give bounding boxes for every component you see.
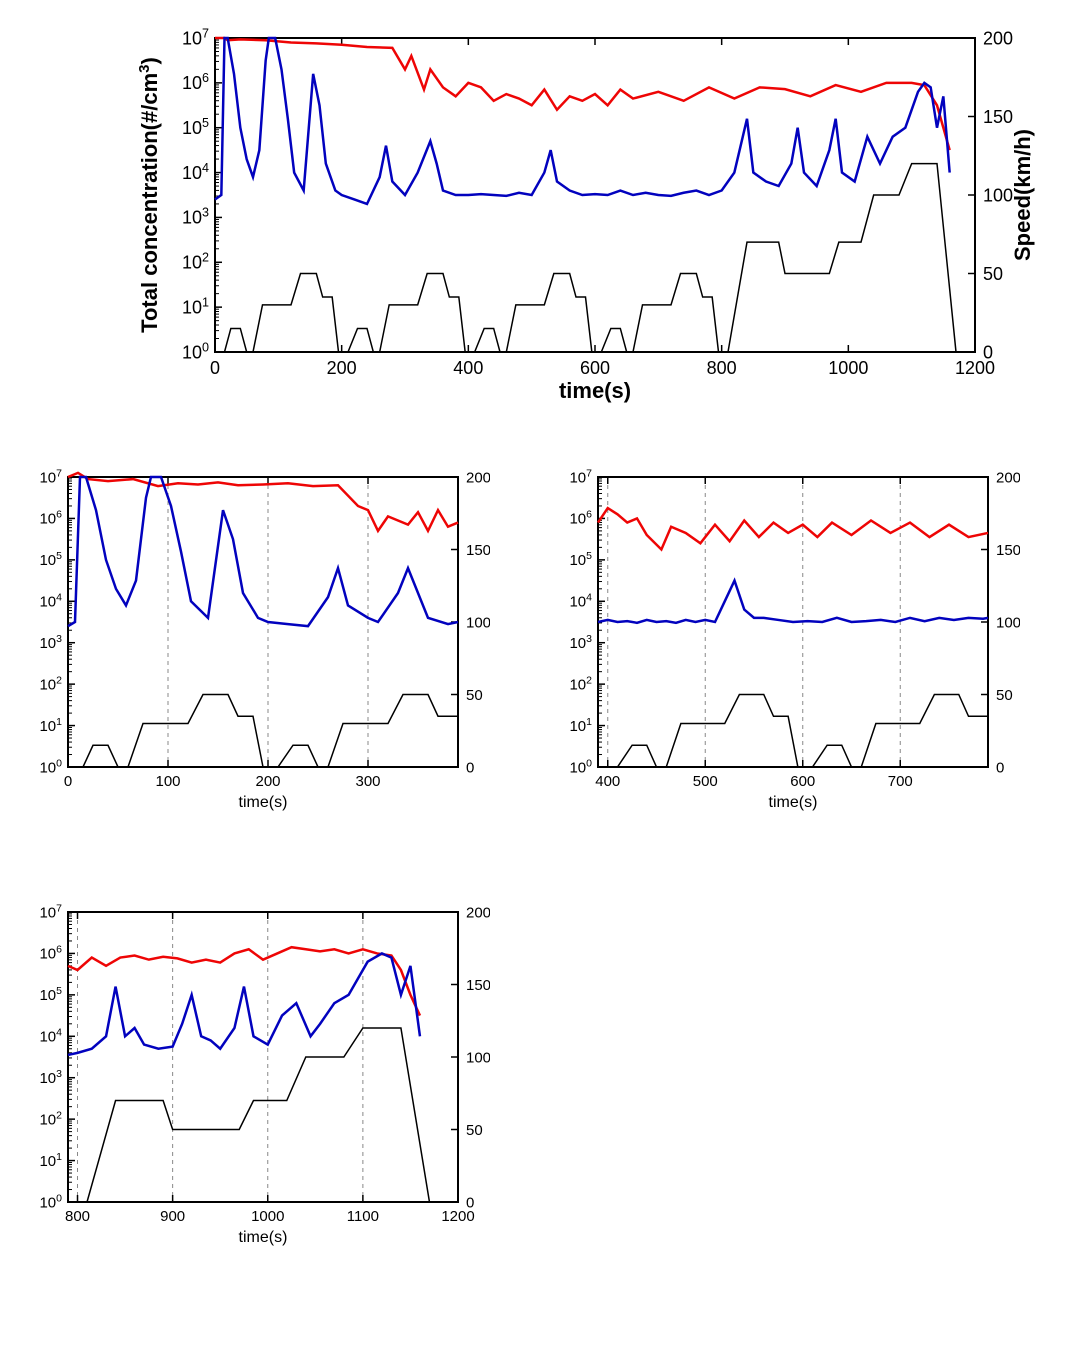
- y-right-tick-label: 0: [996, 759, 1004, 776]
- y-left-tick-label: 106: [182, 71, 209, 93]
- x-tick-label: 1100: [347, 1208, 379, 1225]
- x-tick-label: 800: [707, 358, 737, 378]
- y-left-tick-label: 101: [39, 716, 62, 735]
- y-left-tick-label: 100: [182, 340, 209, 362]
- concentration-blue-series: [215, 38, 950, 204]
- y-right-tick-label: 50: [983, 264, 1003, 284]
- x-tick-label: 100: [155, 773, 180, 790]
- y-left-tick-label: 102: [182, 251, 209, 273]
- y-left-tick-label: 107: [569, 467, 592, 486]
- y-left-tick-label: 104: [569, 592, 592, 611]
- x-tick-label: 300: [355, 773, 380, 790]
- concentration-blue-series: [68, 953, 420, 1055]
- y-right-tick-label: 200: [466, 904, 490, 921]
- x-tick-label: 0: [210, 358, 220, 378]
- x-tick-label: 700: [888, 773, 913, 790]
- x-tick-label: 900: [160, 1208, 185, 1225]
- y-left-tick-label: 100: [39, 757, 62, 776]
- y-right-axis-label: Speed(km/h): [1010, 129, 1035, 261]
- y-left-tick-label: 106: [39, 944, 62, 963]
- sub-chart-1: 0100200300100101102103104105106107050100…: [10, 465, 490, 815]
- y-left-tick-label: 106: [39, 509, 62, 528]
- x-tick-label: 600: [790, 773, 815, 790]
- y-left-tick-label: 106: [569, 509, 592, 528]
- x-tick-label: 1000: [828, 358, 868, 378]
- x-axis-label: time(s): [239, 1229, 288, 1246]
- y-right-tick-label: 200: [996, 469, 1020, 486]
- speed-series: [68, 695, 458, 768]
- x-axis-label: time(s): [239, 794, 288, 811]
- y-left-tick-label: 102: [569, 674, 592, 693]
- y-right-tick-label: 50: [466, 687, 483, 704]
- y-right-tick-label: 0: [983, 342, 993, 362]
- concentration-red-series: [598, 508, 988, 549]
- y-left-tick-label: 102: [39, 674, 62, 693]
- y-left-tick-label: 107: [182, 26, 209, 48]
- y-right-tick-label: 150: [466, 977, 490, 994]
- y-right-tick-label: 100: [466, 614, 490, 631]
- concentration-red-series: [215, 38, 950, 150]
- concentration-blue-series: [598, 581, 988, 623]
- x-tick-label: 800: [65, 1208, 90, 1225]
- y-right-tick-label: 0: [466, 1194, 474, 1211]
- y-right-tick-label: 150: [466, 542, 490, 559]
- y-left-tick-label: 107: [39, 467, 62, 486]
- x-axis-label: time(s): [559, 378, 631, 403]
- y-left-tick-label: 102: [39, 1109, 62, 1128]
- y-right-tick-label: 150: [983, 107, 1013, 127]
- y-left-tick-label: 101: [182, 295, 209, 317]
- x-tick-label: 200: [327, 358, 357, 378]
- y-left-tick-label: 105: [569, 550, 592, 569]
- y-left-tick-label: 103: [39, 1068, 62, 1087]
- y-left-tick-label: 103: [182, 206, 209, 228]
- x-tick-label: 400: [595, 773, 620, 790]
- sub-chart-3: 8009001000110012001001011021031041051061…: [10, 900, 490, 1250]
- speed-series: [598, 695, 988, 768]
- speed-series: [68, 1028, 439, 1202]
- x-tick-label: 600: [580, 358, 610, 378]
- y-left-tick-label: 104: [182, 161, 209, 183]
- y-right-tick-label: 200: [466, 469, 490, 486]
- y-right-tick-label: 0: [466, 759, 474, 776]
- concentration-red-series: [68, 473, 458, 531]
- x-tick-label: 500: [693, 773, 718, 790]
- y-left-tick-label: 101: [39, 1151, 62, 1170]
- y-right-tick-label: 150: [996, 542, 1020, 559]
- x-tick-label: 1000: [251, 1208, 284, 1225]
- y-right-tick-label: 100: [466, 1049, 490, 1066]
- y-right-tick-label: 200: [983, 28, 1013, 48]
- y-left-tick-label: 100: [39, 1192, 62, 1211]
- y-left-tick-label: 104: [39, 592, 62, 611]
- y-left-tick-label: 101: [569, 716, 592, 735]
- x-tick-label: 400: [453, 358, 483, 378]
- y-left-tick-label: 105: [182, 116, 209, 138]
- x-tick-label: 0: [64, 773, 72, 790]
- y-left-tick-label: 100: [569, 757, 592, 776]
- y-left-tick-label: 103: [569, 633, 592, 652]
- y-right-tick-label: 100: [983, 185, 1013, 205]
- y-right-tick-label: 50: [466, 1122, 483, 1139]
- y-left-tick-label: 103: [39, 633, 62, 652]
- y-left-tick-label: 107: [39, 902, 62, 921]
- y-left-tick-label: 105: [39, 985, 62, 1004]
- y-left-tick-label: 104: [39, 1027, 62, 1046]
- sub-chart-2: 400 500 600 700 100 101 102 103 104 105 106 107 0 50 1…: [540, 465, 1020, 815]
- y-right-tick-label: 50: [996, 687, 1013, 704]
- speed-series: [215, 164, 962, 352]
- x-tick-label: 200: [255, 773, 280, 790]
- y-right-tick-label: 100: [996, 614, 1020, 631]
- main-chart: 0200400600800100012001001011021031041051…: [90, 25, 1050, 405]
- y-left-axis-label: Total concentration(#/cm3): [136, 57, 163, 333]
- x-axis-label: time(s): [769, 794, 818, 811]
- y-left-tick-label: 105: [39, 550, 62, 569]
- concentration-red-series: [68, 947, 420, 1015]
- concentration-blue-series: [68, 477, 458, 626]
